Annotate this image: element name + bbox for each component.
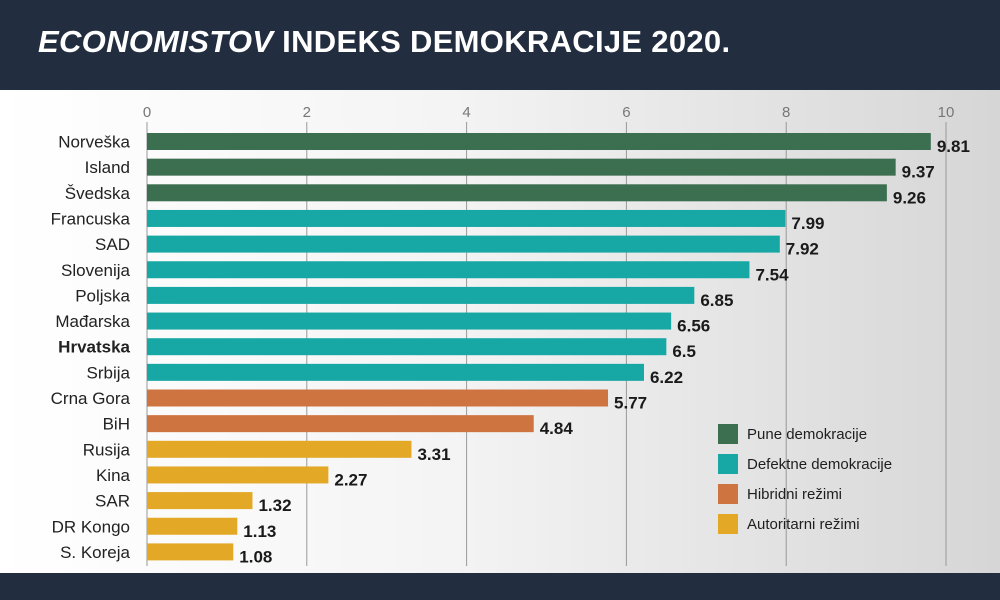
bar-chart: 0 2 4 6 8 10 Norveška 9.81 Island 9.37 Švedska 9.26…	[51, 104, 970, 566]
x-tick-label: 8	[782, 104, 790, 121]
value-label: 1.32	[258, 496, 291, 515]
category-label: Švedska	[65, 184, 131, 203]
category-label: SAR	[95, 492, 130, 511]
value-label: 3.31	[417, 445, 450, 464]
bar-7	[147, 312, 672, 330]
bar-9	[147, 363, 644, 381]
value-label: 9.37	[902, 163, 935, 182]
legend-swatch-authoritarian	[718, 514, 738, 534]
bar-2	[147, 184, 887, 202]
value-label: 1.08	[239, 547, 272, 566]
category-label: Crna Gora	[51, 389, 131, 408]
value-label: 7.99	[791, 214, 824, 233]
legend-label-flawed: Defektne demokracije	[747, 455, 893, 473]
category-label: S. Koreja	[60, 543, 130, 562]
category-label: Kina	[96, 466, 131, 485]
chart-title-italic: ECONOMISTOV	[38, 24, 274, 59]
value-label: 1.13	[243, 522, 276, 541]
value-label: 4.84	[540, 419, 574, 438]
category-label: Hrvatska	[58, 338, 130, 357]
x-tick-label: 0	[143, 104, 151, 121]
category-label: SAD	[95, 235, 130, 254]
legend-swatch-flawed	[718, 454, 738, 474]
category-label: Rusija	[83, 440, 131, 459]
category-label: DR Kongo	[52, 517, 130, 536]
bar-10	[147, 389, 609, 407]
bar-16	[147, 543, 234, 561]
legend-label-hybrid: Hibridni režimi	[747, 485, 843, 503]
bar-11	[147, 415, 534, 433]
bar-15	[147, 517, 238, 535]
header-bar: ECONOMISTOV INDEKS DEMOKRACIJE 2020.	[0, 0, 1000, 88]
category-label: Mađarska	[55, 312, 130, 331]
bar-0	[147, 133, 931, 150]
value-label: 6.85	[700, 291, 733, 310]
value-label: 5.77	[614, 394, 647, 413]
x-tick-label: 2	[303, 104, 311, 121]
legend-swatch-full	[718, 424, 738, 444]
bar-5	[147, 261, 750, 279]
legend-label-full: Pune demokracije	[747, 425, 868, 443]
legend: Pune demokracije Defektne demokracije Hi…	[718, 424, 892, 544]
value-label: 9.26	[893, 188, 926, 207]
category-label: Srbija	[87, 363, 131, 382]
category-label: BiH	[103, 415, 130, 434]
chart-title-rest: INDEKS DEMOKRACIJE 2020.	[273, 24, 731, 59]
bar-3	[147, 209, 786, 227]
bar-14	[147, 492, 253, 510]
bar-8	[147, 338, 667, 356]
x-tick-label: 6	[622, 104, 630, 121]
category-label: Norveška	[58, 133, 130, 152]
category-label: Island	[85, 158, 130, 177]
bar-6	[147, 286, 695, 304]
legend-swatch-hybrid	[718, 484, 738, 504]
legend-item-full: Pune demokracije	[718, 424, 892, 444]
category-label: Slovenija	[61, 261, 131, 280]
value-label: 7.54	[755, 265, 789, 284]
legend-item-flawed: Defektne demokracije	[718, 454, 892, 474]
value-label: 6.56	[677, 317, 710, 336]
value-label: 9.81	[937, 137, 970, 156]
value-label: 6.5	[672, 342, 696, 361]
value-label: 7.92	[786, 240, 819, 259]
legend-label-authoritarian: Autoritarni režimi	[747, 515, 860, 533]
bar-12	[147, 440, 412, 458]
legend-item-hybrid: Hibridni režimi	[718, 484, 892, 504]
legend-item-authoritarian: Autoritarni režimi	[718, 514, 892, 534]
bar-4	[147, 235, 780, 253]
bar-13	[147, 466, 329, 484]
x-tick-label: 10	[938, 104, 955, 121]
category-label: Francuska	[51, 209, 131, 228]
value-label: 6.22	[650, 368, 683, 387]
bar-1	[147, 158, 896, 176]
value-label: 2.27	[334, 470, 367, 489]
x-tick-label: 4	[462, 104, 470, 121]
chart-title: ECONOMISTOV INDEKS DEMOKRACIJE 2020.	[38, 24, 730, 60]
category-label: Poljska	[75, 286, 130, 305]
